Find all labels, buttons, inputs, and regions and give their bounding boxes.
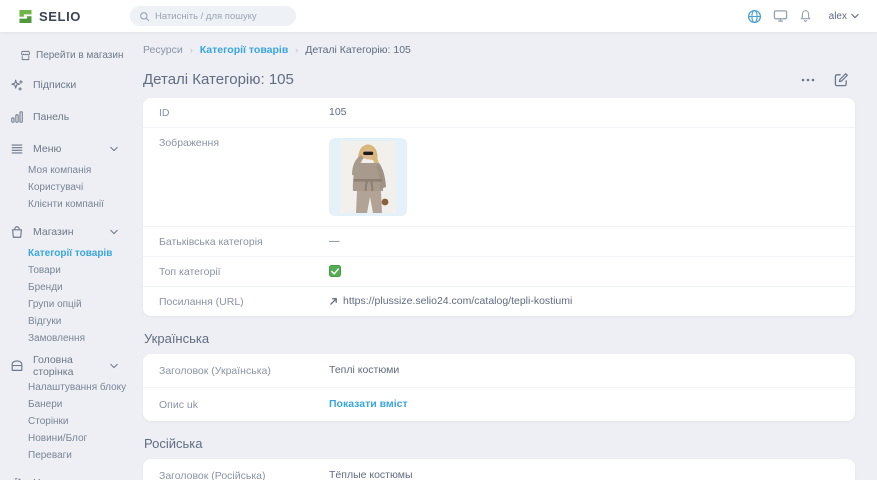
detail-row-parent-category: Батьківська категорія — bbox=[143, 227, 855, 257]
logo[interactable]: SELIO bbox=[18, 9, 81, 24]
breadcrumb: Ресурси › Категорії товарів › Деталі Кат… bbox=[143, 44, 855, 56]
sidebar-item-label: Налаштування bbox=[33, 477, 106, 480]
sidebar-item-dashboard[interactable]: Панель bbox=[0, 103, 130, 130]
edit-button[interactable] bbox=[834, 72, 849, 87]
sidebar-item-label: Меню bbox=[33, 142, 62, 155]
user-menu[interactable]: alex bbox=[829, 11, 859, 22]
user-name: alex bbox=[828, 10, 847, 22]
field-label: ID bbox=[159, 107, 170, 119]
detail-row-top-category: Топ категорії bbox=[143, 257, 855, 287]
russian-card: Заголовок (Російська) Тёплые костюмы Опи… bbox=[143, 459, 855, 480]
detail-row-title-uk: Заголовок (Українська) Теплі костюми bbox=[143, 354, 855, 388]
sparkles-icon bbox=[10, 78, 24, 92]
detail-row-description-uk: Опис uk Показати вміст bbox=[143, 388, 855, 421]
field-value: Тёплые костюмы bbox=[329, 469, 413, 480]
sidebar-item-menu[interactable]: Меню bbox=[0, 135, 130, 162]
chevron-down-icon bbox=[110, 363, 118, 369]
field-label: Батьківська категорія bbox=[159, 236, 263, 248]
field-label: Зображення bbox=[159, 137, 220, 149]
sidebar-item-label: Головна сторінка bbox=[33, 353, 74, 378]
go-to-shop-label: Перейти в магазин bbox=[36, 50, 124, 61]
sidebar-subitem-products[interactable]: Товари bbox=[28, 265, 61, 276]
detail-row-image: Зображення bbox=[143, 128, 855, 227]
checked-checkbox-icon bbox=[329, 265, 341, 277]
sidebar-item-label: Магазин bbox=[33, 225, 74, 238]
sidebar-item-subscriptions[interactable]: Підписки bbox=[0, 71, 130, 98]
field-value: Теплі костюми bbox=[329, 364, 400, 376]
sidebar-subitem-company-clients[interactable]: Клієнти компанії bbox=[28, 199, 104, 210]
sidebar-subitem-news-blog[interactable]: Новини/Блог bbox=[28, 433, 88, 444]
sidebar-subitem-my-company[interactable]: Моя компанія bbox=[28, 165, 92, 176]
detail-row-title-ru: Заголовок (Російська) Тёплые костюмы bbox=[143, 459, 855, 480]
notifications-bell-icon[interactable] bbox=[799, 9, 812, 23]
sidebar-item-shop[interactable]: Магазин bbox=[0, 218, 130, 245]
shopping-bag-icon bbox=[10, 225, 24, 239]
section-title-ukrainian: Українська bbox=[144, 331, 210, 346]
detail-row-id: ID 105 bbox=[143, 98, 855, 128]
field-label: Посилання (URL) bbox=[159, 296, 244, 308]
sidebar-subitem-option-groups[interactable]: Групи опцій bbox=[28, 299, 82, 310]
selio-logo-icon bbox=[18, 9, 33, 24]
menu-lines-icon bbox=[10, 142, 24, 156]
logo-text: SELIO bbox=[39, 8, 82, 24]
sidebar-item-settings[interactable]: Налаштування bbox=[0, 469, 130, 480]
breadcrumb-resources[interactable]: Ресурси bbox=[143, 44, 183, 56]
detail-row-url: Посилання (URL) https://plussize.selio24… bbox=[143, 287, 855, 316]
url-text: https://plussize.selio24.com/catalog/tep… bbox=[343, 295, 573, 307]
top-bar: SELIO bbox=[0, 0, 877, 32]
breadcrumb-categories-link[interactable]: Категорії товарів bbox=[199, 44, 289, 56]
storefront-icon bbox=[20, 50, 31, 61]
more-options-button[interactable] bbox=[801, 78, 815, 82]
external-link-icon bbox=[329, 297, 338, 306]
field-label: Заголовок (Російська) bbox=[159, 470, 266, 480]
show-content-uk-link[interactable]: Показати вміст bbox=[329, 398, 408, 410]
sidebar-subitem-advantages[interactable]: Переваги bbox=[28, 450, 72, 461]
language-globe-icon[interactable] bbox=[747, 9, 762, 24]
sidebar-item-label: Підписки bbox=[33, 78, 77, 91]
chevron-down-icon bbox=[110, 229, 118, 235]
sidebar-subitem-product-categories[interactable]: Категорії товарів bbox=[28, 248, 113, 259]
field-label: Опис uk bbox=[159, 399, 198, 411]
breadcrumb-separator: › bbox=[189, 45, 193, 55]
browser-window-icon bbox=[10, 359, 24, 373]
sidebar-item-homepage[interactable]: Головна сторінка bbox=[0, 352, 130, 379]
search-icon bbox=[139, 11, 150, 22]
field-label: Топ категорії bbox=[159, 266, 221, 278]
bar-chart-icon bbox=[10, 110, 24, 124]
search-input[interactable] bbox=[155, 10, 288, 22]
sidebar-item-label: Панель bbox=[33, 110, 70, 123]
gear-icon bbox=[10, 476, 24, 480]
sidebar: Перейти в магазин Підписки bbox=[0, 32, 130, 480]
sidebar-subitem-block-settings[interactable]: Налаштування блоку bbox=[28, 382, 127, 393]
chevron-down-icon bbox=[110, 146, 118, 152]
details-card: ID 105 Зображення bbox=[143, 98, 855, 316]
sidebar-subitem-pages[interactable]: Сторінки bbox=[28, 416, 69, 427]
sidebar-subitem-orders[interactable]: Замовлення bbox=[28, 333, 85, 344]
page-title: Деталі Категорію: 105 bbox=[143, 71, 294, 88]
category-image bbox=[329, 138, 407, 216]
main-content: Ресурси › Категорії товарів › Деталі Кат… bbox=[130, 32, 877, 480]
category-url-link[interactable]: https://plussize.selio24.com/catalog/tep… bbox=[329, 295, 572, 307]
chevron-down-icon bbox=[851, 13, 859, 19]
sidebar-subitem-banners[interactable]: Банери bbox=[28, 399, 63, 410]
section-title-russian: Російська bbox=[144, 436, 203, 451]
sidebar-subitem-reviews[interactable]: Відгуки bbox=[28, 316, 62, 327]
monitor-icon[interactable] bbox=[773, 9, 788, 23]
topbar-right: alex bbox=[747, 9, 859, 24]
field-value: 105 bbox=[329, 106, 347, 118]
field-label: Заголовок (Українська) bbox=[159, 365, 271, 377]
sidebar-subitem-users[interactable]: Користувачі bbox=[28, 182, 84, 193]
sidebar-subitem-brands[interactable]: Бренди bbox=[28, 282, 63, 293]
search-bar[interactable] bbox=[130, 6, 297, 26]
field-value: — bbox=[329, 235, 340, 247]
breadcrumb-separator: › bbox=[295, 45, 299, 55]
breadcrumb-current: Деталі Категорію: 105 bbox=[305, 44, 411, 56]
ukrainian-card: Заголовок (Українська) Теплі костюми Опи… bbox=[143, 354, 855, 421]
go-to-shop-link[interactable]: Перейти в магазин bbox=[20, 50, 130, 61]
